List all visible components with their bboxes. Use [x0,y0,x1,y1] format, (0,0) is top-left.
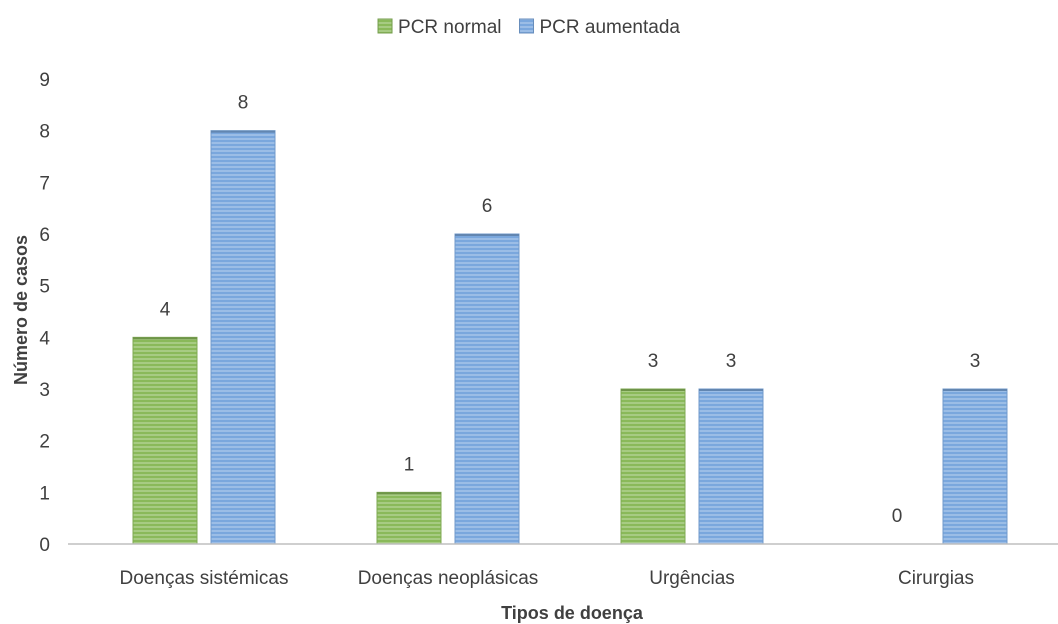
data-label: 3 [726,351,737,372]
bar-pcr-normal [132,336,198,545]
legend-label: PCR aumentada [540,17,681,38]
data-labels: 4 8 1 6 3 3 0 3 [160,93,981,527]
bar-top-edge [377,492,441,495]
legend-label: PCR normal [398,17,501,38]
data-label: 6 [482,196,493,217]
data-label: 1 [404,454,415,475]
y-axis-title: Número de casos [11,235,31,385]
data-label: 4 [160,299,171,320]
y-tick-label: 7 [39,173,50,194]
data-label: 0 [892,506,903,527]
bar-pcr-aumentada [454,233,520,545]
data-label: 8 [238,93,249,114]
legend-swatch [377,18,393,34]
x-axis-ticks: Doenças sistémicas Doenças neoplásicas Urg… [120,568,974,589]
y-tick-label: 5 [39,277,50,298]
legend-item: PCR aumentada [519,17,681,38]
bar-pcr-normal [376,491,442,545]
y-tick-label: 3 [39,380,50,401]
bar-top-edge [621,389,685,391]
bar-top-edge [943,389,1007,391]
legend: PCR normal PCR aumentada [377,17,681,38]
bar-top-edge [455,234,519,236]
y-axis-ticks: 0 1 2 3 4 5 6 7 8 9 [39,70,50,556]
bar-pcr-aumentada [210,130,276,545]
y-tick-label: 0 [39,535,50,556]
bar-pcr-normal [620,388,686,545]
data-label: 3 [648,351,659,372]
bar-pcr-aumentada [698,388,764,545]
bar-top-edge [133,337,197,340]
x-axis-title: Tipos de doença [501,603,644,623]
bar-top-edge [211,130,275,133]
x-tick-label: Doenças sistémicas [120,568,289,589]
x-tick-label: Cirurgias [898,568,974,589]
legend-item: PCR normal [377,17,502,38]
legend-swatch [519,18,535,34]
bars [132,130,1008,545]
y-tick-label: 8 [39,122,50,143]
bar-pcr-aumentada [942,388,1008,545]
x-tick-label: Urgências [649,568,735,589]
x-tick-label: Doenças neoplásicas [358,568,539,589]
bar-top-edge [699,389,763,391]
y-tick-label: 6 [39,225,50,246]
y-tick-label: 2 [39,432,50,453]
y-tick-label: 9 [39,70,50,91]
y-tick-label: 4 [39,328,50,349]
y-tick-label: 1 [39,483,50,504]
data-label: 3 [970,351,981,372]
